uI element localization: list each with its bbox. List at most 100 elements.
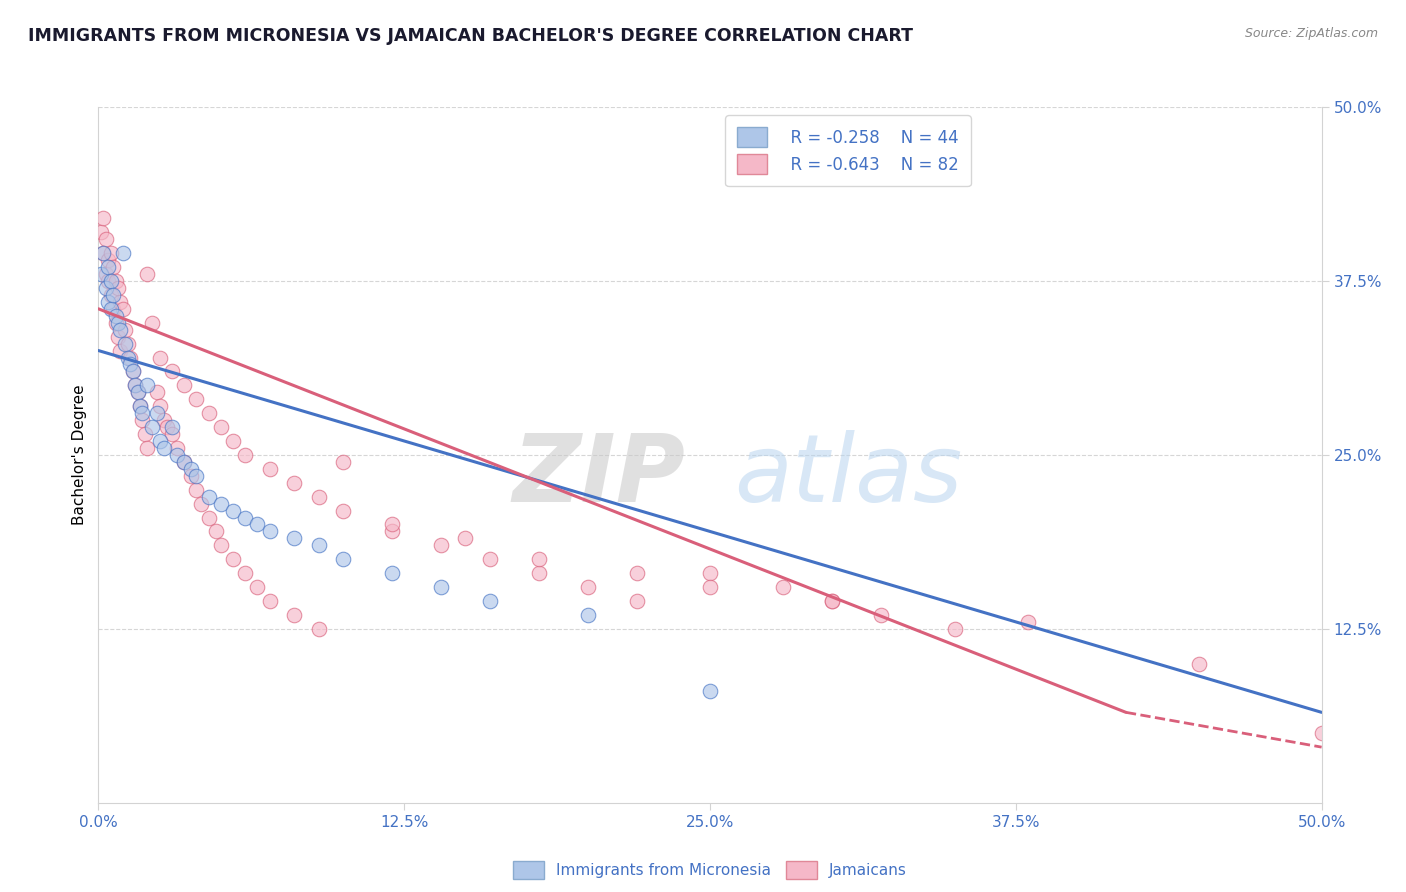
Point	[131, 406, 153, 420]
Point	[94, 267, 117, 281]
Point	[576, 580, 599, 594]
Point	[283, 475, 305, 490]
Point	[117, 351, 139, 365]
Point	[101, 260, 124, 274]
Point	[209, 538, 232, 552]
Point	[209, 420, 232, 434]
Point	[186, 483, 208, 497]
Point	[127, 385, 149, 400]
Point	[870, 607, 893, 622]
Point	[246, 580, 269, 594]
Text: Source: ZipAtlas.com: Source: ZipAtlas.com	[1244, 27, 1378, 40]
Point	[821, 594, 844, 608]
Point	[1188, 657, 1211, 671]
Point	[699, 580, 721, 594]
Point	[209, 497, 232, 511]
Point	[120, 351, 142, 365]
Point	[308, 490, 330, 504]
Point	[160, 364, 183, 378]
Point	[381, 524, 404, 539]
Point	[626, 594, 648, 608]
Point	[104, 316, 127, 330]
Text: atlas: atlas	[734, 430, 963, 521]
Point	[381, 517, 404, 532]
Point	[120, 358, 142, 372]
Point	[100, 246, 122, 260]
Point	[146, 385, 169, 400]
Point	[114, 323, 136, 337]
Point	[134, 427, 156, 442]
Point	[97, 253, 120, 268]
Point	[699, 684, 721, 698]
Point	[222, 552, 245, 566]
Point	[381, 566, 404, 581]
Point	[186, 392, 208, 407]
Point	[527, 552, 550, 566]
Text: ZIP: ZIP	[513, 430, 686, 522]
Point	[166, 448, 188, 462]
Point	[90, 267, 112, 281]
Point	[626, 566, 648, 581]
Point	[156, 420, 179, 434]
Point	[97, 260, 120, 274]
Point	[233, 448, 256, 462]
Point	[94, 281, 117, 295]
Point	[91, 211, 114, 226]
Point	[478, 594, 501, 608]
Point	[90, 225, 112, 239]
Point	[173, 455, 195, 469]
Text: IMMIGRANTS FROM MICRONESIA VS JAMAICAN BACHELOR'S DEGREE CORRELATION CHART: IMMIGRANTS FROM MICRONESIA VS JAMAICAN B…	[28, 27, 912, 45]
Point	[821, 594, 844, 608]
Point	[197, 510, 219, 524]
Point	[114, 336, 136, 351]
Point	[91, 246, 114, 260]
Point	[91, 246, 114, 260]
Point	[104, 309, 127, 323]
Point	[180, 468, 202, 483]
Point	[699, 566, 721, 581]
Point	[772, 580, 794, 594]
Point	[124, 378, 146, 392]
Point	[308, 622, 330, 636]
Point	[107, 316, 129, 330]
Point	[100, 301, 122, 316]
Point	[160, 420, 183, 434]
Point	[100, 288, 122, 302]
Point	[121, 364, 143, 378]
Point	[117, 336, 139, 351]
Point	[246, 517, 269, 532]
Point	[454, 532, 477, 546]
Point	[160, 427, 183, 442]
Point	[129, 399, 152, 413]
Point	[121, 364, 143, 378]
Point	[107, 329, 129, 343]
Point	[149, 434, 172, 448]
Y-axis label: Bachelor's Degree: Bachelor's Degree	[72, 384, 87, 525]
Point	[190, 497, 212, 511]
Point	[131, 413, 153, 427]
Point	[332, 455, 354, 469]
Point	[430, 580, 453, 594]
Point	[97, 294, 120, 309]
Point	[283, 607, 305, 622]
Point	[107, 281, 129, 295]
Point	[136, 441, 159, 455]
Point	[205, 524, 228, 539]
Point	[127, 385, 149, 400]
Point	[283, 532, 305, 546]
Legend: Immigrants from Micronesia, Jamaicans: Immigrants from Micronesia, Jamaicans	[508, 855, 912, 886]
Point	[153, 441, 176, 455]
Point	[141, 316, 163, 330]
Point	[101, 288, 124, 302]
Point	[180, 462, 202, 476]
Point	[173, 378, 195, 392]
Point	[94, 232, 117, 246]
Point	[943, 622, 966, 636]
Point	[153, 413, 176, 427]
Point	[259, 524, 281, 539]
Point	[100, 274, 122, 288]
Point	[332, 503, 354, 517]
Point	[129, 399, 152, 413]
Point	[430, 538, 453, 552]
Point	[110, 343, 132, 358]
